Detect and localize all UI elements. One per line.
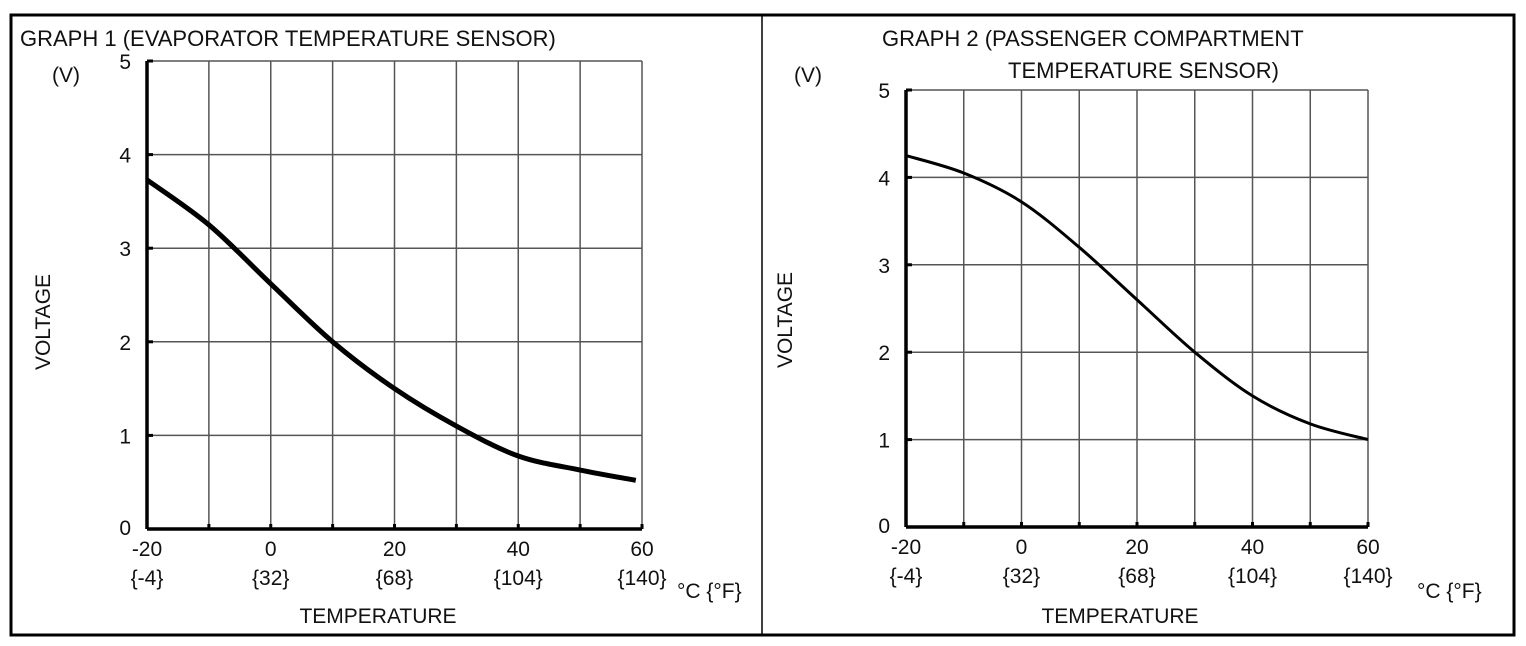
graph-2-x-unit: °C {°F} bbox=[1417, 580, 1482, 603]
y-tick-label: 1 bbox=[119, 425, 131, 448]
y-tick-label: 2 bbox=[119, 332, 131, 355]
y-tick-label: 4 bbox=[119, 145, 131, 168]
graph-2-title: GRAPH 2 (PASSENGER COMPARTMENT bbox=[882, 26, 1304, 51]
x-tick-label-fahrenheit: {140} bbox=[1343, 565, 1392, 588]
x-tick-label: 0 bbox=[265, 538, 277, 561]
y-tick-label: 0 bbox=[878, 515, 890, 538]
x-tick-label-fahrenheit: {104} bbox=[494, 567, 543, 590]
y-tick-label: 3 bbox=[119, 238, 131, 261]
x-tick-label-fahrenheit: {-4} bbox=[890, 565, 923, 588]
x-tick-label-fahrenheit: {32} bbox=[1003, 565, 1040, 588]
graph-2-y-unit: (V) bbox=[794, 64, 822, 87]
x-tick-label: 40 bbox=[507, 538, 530, 561]
x-tick-label: -20 bbox=[132, 538, 162, 561]
x-tick-label: -20 bbox=[891, 536, 921, 559]
graph-1-title: GRAPH 1 (EVAPORATOR TEMPERATURE SENSOR) bbox=[20, 26, 556, 51]
x-tick-label-fahrenheit: {68} bbox=[1118, 565, 1155, 588]
graph-1-x-label: TEMPERATURE bbox=[299, 605, 456, 628]
graph-1-y-unit: (V) bbox=[52, 64, 80, 87]
graph-2-x-label: TEMPERATURE bbox=[1041, 605, 1198, 628]
x-tick-label: 60 bbox=[630, 538, 653, 561]
y-tick-label: 2 bbox=[878, 342, 890, 365]
y-tick-label: 5 bbox=[878, 80, 890, 103]
graph-1-y-label: VOLTAGE bbox=[32, 274, 55, 370]
x-tick-label: 40 bbox=[1241, 536, 1264, 559]
graph-1: GRAPH 1 (EVAPORATOR TEMPERATURE SENSOR) … bbox=[20, 26, 742, 628]
y-tick-label: 3 bbox=[878, 255, 890, 278]
x-tick-label: 20 bbox=[383, 538, 406, 561]
y-tick-label: 1 bbox=[878, 430, 890, 453]
voltage-curve bbox=[905, 154, 1369, 442]
voltage-curve bbox=[145, 177, 637, 483]
x-tick-label: 0 bbox=[1016, 536, 1028, 559]
x-tick-label-fahrenheit: {68} bbox=[376, 567, 413, 590]
x-tick-label: 60 bbox=[1356, 536, 1379, 559]
x-tick-label-fahrenheit: {104} bbox=[1228, 565, 1277, 588]
x-tick-label-fahrenheit: {-4} bbox=[131, 567, 164, 590]
y-tick-label: 0 bbox=[119, 517, 131, 540]
x-tick-label: 20 bbox=[1125, 536, 1148, 559]
y-tick-label: 5 bbox=[119, 51, 131, 74]
graph-2-y-label: VOLTAGE bbox=[774, 272, 797, 368]
x-tick-label-fahrenheit: {32} bbox=[252, 567, 289, 590]
graph-2-title-line2: TEMPERATURE SENSOR) bbox=[1008, 58, 1279, 83]
x-tick-label-fahrenheit: {140} bbox=[617, 567, 666, 590]
y-tick-label: 4 bbox=[878, 167, 890, 190]
graph-2: GRAPH 2 (PASSENGER COMPARTMENT TEMPERATU… bbox=[774, 26, 1482, 628]
graph-1-x-unit: °C {°F} bbox=[677, 580, 742, 603]
